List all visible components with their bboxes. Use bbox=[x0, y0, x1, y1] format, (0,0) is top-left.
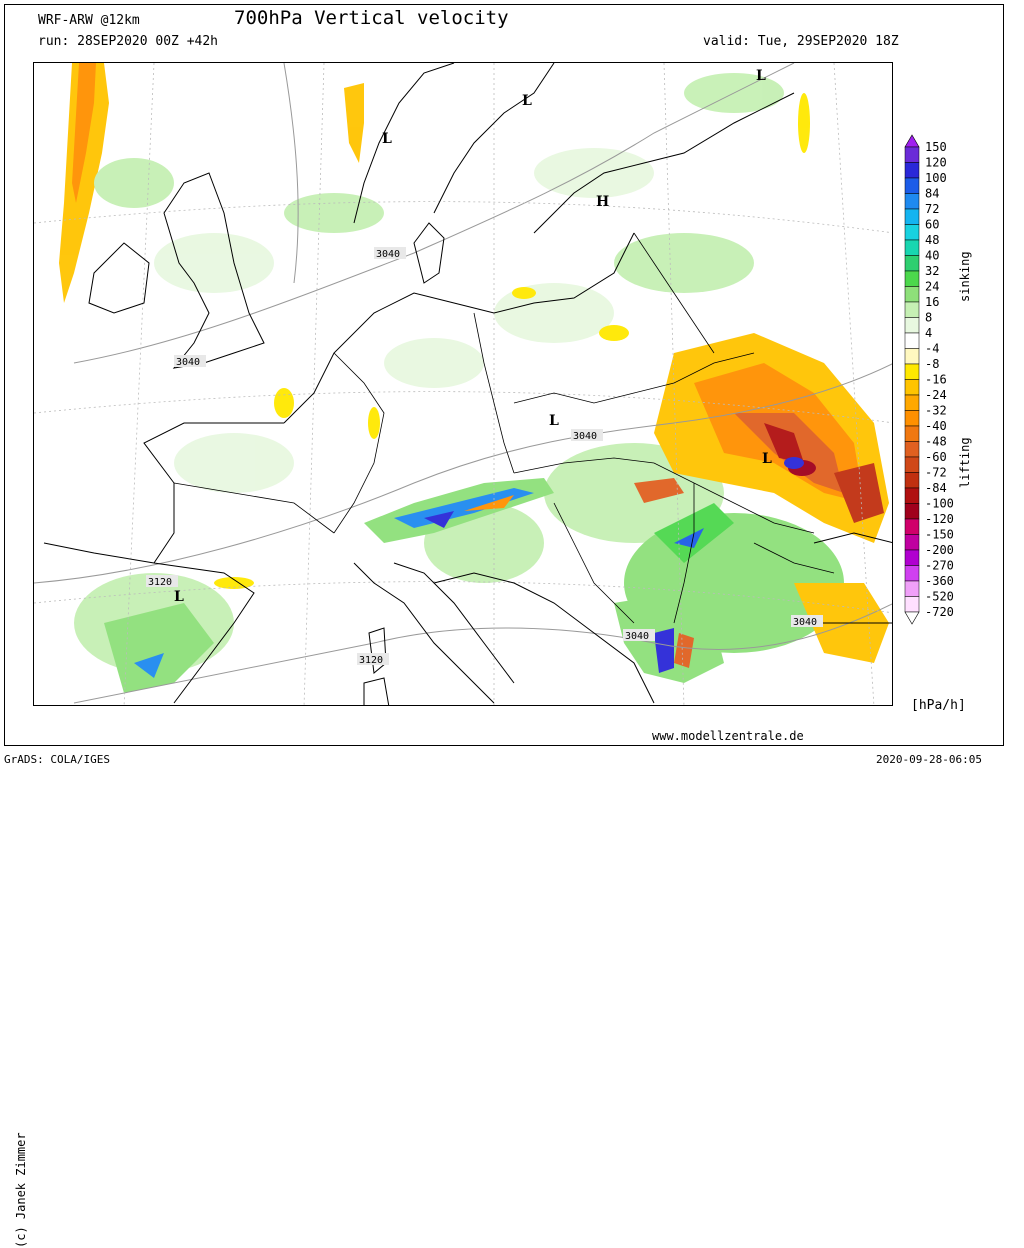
legend-level-label: -16 bbox=[925, 373, 947, 387]
legend-swatch bbox=[904, 565, 920, 582]
vertical-velocity-map: 3040 3040 3040 3040 3040 3120 3120 L L L… bbox=[33, 62, 893, 706]
legend-level-label: -84 bbox=[925, 481, 947, 495]
low-center: L bbox=[522, 93, 532, 109]
legend-swatch bbox=[904, 503, 920, 520]
graticule bbox=[34, 63, 892, 705]
legend-swatch bbox=[904, 301, 920, 318]
legend-swatch bbox=[904, 193, 920, 210]
legend-level-label: 48 bbox=[925, 233, 939, 247]
contour-label: 3040 bbox=[625, 631, 649, 642]
legend-level-label: -4 bbox=[925, 342, 939, 356]
author-credit: (c) Janek Zimmer bbox=[14, 1132, 28, 1248]
legend-level-label: -40 bbox=[925, 419, 947, 433]
contour-label: 3040 bbox=[376, 249, 400, 260]
low-center: L bbox=[756, 68, 766, 84]
legend-level-label: 32 bbox=[925, 264, 939, 278]
legend-level-label: -520 bbox=[925, 590, 954, 604]
legend-swatch bbox=[904, 456, 920, 473]
color-legend: 150 120 100 84 72 60 48 40 32 24 16 8 4 -4 -8 -16 -24 -32… bbox=[903, 133, 1023, 633]
legend-level-label: 120 bbox=[925, 156, 947, 170]
legend-level-label: -120 bbox=[925, 512, 954, 526]
legend-level-label: 150 bbox=[925, 140, 947, 154]
legend-swatch bbox=[904, 363, 920, 380]
legend-swatch bbox=[904, 177, 920, 194]
legend-level-label: 60 bbox=[925, 218, 939, 232]
model-label: WRF-ARW @12km bbox=[38, 13, 140, 28]
legend-level-label: 4 bbox=[925, 326, 932, 340]
low-center: L bbox=[382, 131, 392, 147]
valid-label: valid: Tue, 29SEP2020 18Z bbox=[703, 34, 899, 49]
legend-level-label: 8 bbox=[925, 311, 932, 325]
legend-level-label: -72 bbox=[925, 466, 947, 480]
legend-level-label: -100 bbox=[925, 497, 954, 511]
legend-bottom-arrow bbox=[904, 611, 920, 625]
legend-swatch bbox=[904, 146, 920, 163]
legend-level-label: -60 bbox=[925, 450, 947, 464]
country-borders bbox=[173, 232, 835, 624]
contour-labels: 3040 3040 3040 3040 3040 3120 3120 bbox=[146, 247, 823, 666]
legend-level-label: -32 bbox=[925, 404, 947, 418]
legend-swatch bbox=[904, 162, 920, 179]
low-center: L bbox=[549, 413, 559, 429]
legend-level-label: -8 bbox=[925, 357, 939, 371]
contour-label: 3040 bbox=[573, 431, 597, 442]
legend-swatch bbox=[904, 472, 920, 489]
legend-swatch bbox=[904, 441, 920, 458]
legend-swatch bbox=[904, 270, 920, 287]
legend-level-label: -24 bbox=[925, 388, 947, 402]
legend-level-label: 100 bbox=[925, 171, 947, 185]
run-label: run: 28SEP2020 00Z +42h bbox=[38, 34, 219, 49]
legend-swatch bbox=[904, 224, 920, 241]
contour-label: 3120 bbox=[359, 655, 383, 666]
coastlines bbox=[43, 63, 892, 705]
legend-swatch bbox=[904, 580, 920, 597]
contour-label: 3120 bbox=[148, 577, 172, 588]
low-center: L bbox=[174, 589, 184, 605]
legend-swatch bbox=[904, 379, 920, 396]
units-label: [hPa/h] bbox=[911, 698, 966, 713]
legend-level-label: -200 bbox=[925, 543, 954, 557]
legend-swatch bbox=[904, 255, 920, 272]
legend-level-label: 72 bbox=[925, 202, 939, 216]
legend-level-label: 84 bbox=[925, 187, 939, 201]
lifting-label: lifting bbox=[958, 437, 972, 488]
legend-level-label: -360 bbox=[925, 574, 954, 588]
created-datetime: 2020-09-28-06:05 bbox=[876, 753, 982, 766]
legend-level-label: -270 bbox=[925, 559, 954, 573]
legend-swatch bbox=[904, 286, 920, 303]
contour-label: 3040 bbox=[176, 357, 200, 368]
legend-level-label: -48 bbox=[925, 435, 947, 449]
legend-swatch bbox=[904, 332, 920, 349]
legend-swatch bbox=[904, 208, 920, 225]
legend-swatch bbox=[904, 518, 920, 535]
legend-swatch bbox=[904, 410, 920, 427]
legend-level-label: 16 bbox=[925, 295, 939, 309]
legend-swatch bbox=[904, 487, 920, 504]
low-center: L bbox=[762, 451, 772, 467]
sinking-label: sinking bbox=[958, 251, 972, 302]
legend-swatch bbox=[904, 549, 920, 566]
legend-swatch bbox=[904, 348, 920, 365]
map-title: 700hPa Vertical velocity bbox=[234, 7, 509, 29]
legend-swatch bbox=[904, 239, 920, 256]
legend-level-label: -720 bbox=[925, 605, 954, 619]
legend-swatch bbox=[904, 596, 920, 613]
legend-level-label: -150 bbox=[925, 528, 954, 542]
contour-label: 3040 bbox=[793, 617, 817, 628]
legend-swatch bbox=[904, 394, 920, 411]
legend-swatch bbox=[904, 534, 920, 551]
legend-level-label: 24 bbox=[925, 280, 939, 294]
legend-swatch bbox=[904, 317, 920, 334]
grads-label: GrADS: COLA/IGES bbox=[4, 753, 110, 766]
geopotential-contours bbox=[34, 63, 892, 704]
legend-top-arrow bbox=[904, 134, 920, 148]
source-url: www.modellzentrale.de bbox=[652, 729, 804, 743]
high-center: H bbox=[596, 194, 609, 210]
legend-swatch bbox=[904, 425, 920, 442]
legend-level-label: 40 bbox=[925, 249, 939, 263]
pressure-centers: L L L L H L L bbox=[174, 68, 772, 605]
outer-frame bbox=[4, 4, 1004, 746]
